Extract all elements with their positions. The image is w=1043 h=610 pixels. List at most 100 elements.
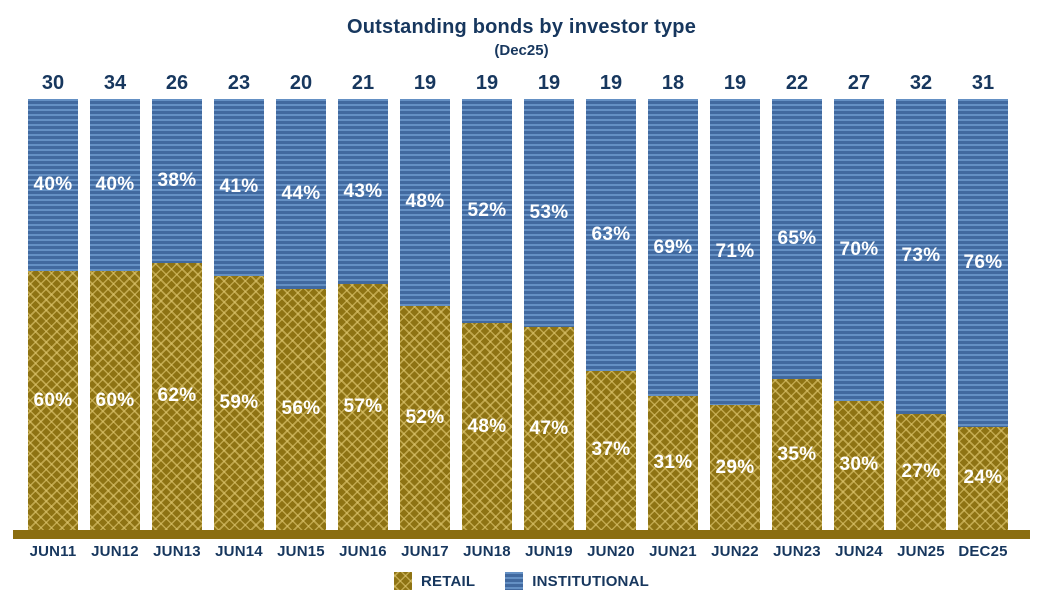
x-axis-label: JUN19 xyxy=(525,543,573,560)
institutional-segment: 71% xyxy=(710,99,760,405)
retail-segment: 35% xyxy=(772,379,822,530)
retail-segment: 37% xyxy=(586,370,636,530)
institutional-value-label: 38% xyxy=(157,169,197,191)
legend-item-retail: RETAIL xyxy=(393,572,476,590)
x-axis-label: JUN15 xyxy=(277,543,325,560)
legend-label-retail: RETAIL xyxy=(420,572,476,590)
total-label: 30 xyxy=(41,72,65,94)
legend: RETAIL INSTITUTIONAL xyxy=(0,572,1043,590)
chart-title: Outstanding bonds by investor type xyxy=(346,16,697,38)
retail-segment: 52% xyxy=(400,305,450,530)
retail-value-label: 48% xyxy=(467,415,507,437)
institutional-value-label: 48% xyxy=(405,191,445,213)
total-label: 32 xyxy=(909,72,933,94)
institutional-segment: 40% xyxy=(90,99,140,272)
total-label: 19 xyxy=(599,72,623,94)
retail-segment: 30% xyxy=(834,400,884,530)
bar-column: 23 41% 59% xyxy=(214,72,264,530)
retail-value-label: 60% xyxy=(95,389,135,411)
retail-segment: 27% xyxy=(896,413,946,530)
retail-segment: 47% xyxy=(524,327,574,530)
chart-subtitle: (Dec25) xyxy=(494,42,549,59)
retail-segment: 59% xyxy=(214,275,264,530)
retail-value-label: 52% xyxy=(405,406,445,428)
bar-column: 19 48% 52% xyxy=(400,72,450,530)
legend-label-institutional: INSTITUTIONAL xyxy=(532,572,649,590)
institutional-segment: 41% xyxy=(214,99,264,276)
institutional-value-label: 44% xyxy=(281,182,321,204)
legend-item-institutional: INSTITUTIONAL xyxy=(505,572,649,590)
x-axis-labels: JUN11 JUN12 JUN13 JUN14 JUN15 JUN16 JUN17 JUN18… xyxy=(13,543,1030,563)
total-label: 19 xyxy=(413,72,437,94)
bar-column: 20 44% 56% xyxy=(276,72,326,530)
institutional-value-label: 63% xyxy=(591,223,631,245)
institutional-segment: 52% xyxy=(462,99,512,324)
x-axis-label: DEC25 xyxy=(958,543,1008,560)
x-axis-label: JUN20 xyxy=(587,543,635,560)
institutional-segment: 40% xyxy=(28,99,78,272)
institutional-segment: 70% xyxy=(834,99,884,401)
institutional-value-label: 41% xyxy=(219,176,259,198)
retail-segment: 48% xyxy=(462,323,512,530)
bar-column: 21 43% 57% xyxy=(338,72,388,530)
institutional-value-label: 43% xyxy=(343,180,383,202)
x-axis-label: JUN12 xyxy=(91,543,139,560)
plot-area: 30 40% 60% 34 40% 60% 26 38% 62% 23 41% 59% 20 44% 56%… xyxy=(13,72,1030,539)
retail-value-label: 30% xyxy=(839,454,879,476)
bar-column: 19 71% 29% xyxy=(710,72,760,530)
x-axis-label: JUN16 xyxy=(339,543,387,560)
retail-value-label: 62% xyxy=(157,385,197,407)
total-label: 19 xyxy=(723,72,747,94)
total-label: 31 xyxy=(971,72,995,94)
retail-segment: 56% xyxy=(276,288,326,530)
retail-value-label: 60% xyxy=(33,389,73,411)
retail-segment: 29% xyxy=(710,405,760,530)
institutional-segment: 53% xyxy=(524,99,574,328)
retail-segment: 31% xyxy=(648,396,698,530)
bar-column: 32 73% 27% xyxy=(896,72,946,530)
institutional-swatch-icon xyxy=(505,572,524,590)
institutional-value-label: 73% xyxy=(901,245,941,267)
institutional-value-label: 76% xyxy=(963,251,1003,273)
bar-column: 30 40% 60% xyxy=(28,72,78,530)
retail-value-label: 37% xyxy=(591,439,631,461)
retail-value-label: 27% xyxy=(901,460,941,482)
bar-column: 34 40% 60% xyxy=(90,72,140,530)
total-label: 23 xyxy=(227,72,251,94)
retail-segment: 62% xyxy=(152,262,202,530)
institutional-value-label: 40% xyxy=(33,174,73,196)
institutional-segment: 73% xyxy=(896,99,946,414)
total-label: 19 xyxy=(475,72,499,94)
institutional-value-label: 71% xyxy=(715,241,755,262)
total-label: 26 xyxy=(165,72,189,94)
institutional-segment: 48% xyxy=(400,99,450,306)
institutional-value-label: 53% xyxy=(529,202,569,224)
retail-value-label: 31% xyxy=(653,452,693,474)
x-axis-label: JUN17 xyxy=(401,543,449,560)
institutional-segment: 63% xyxy=(586,99,636,371)
total-label: 21 xyxy=(351,72,375,94)
retail-value-label: 59% xyxy=(219,391,259,413)
retail-value-label: 29% xyxy=(715,456,755,478)
institutional-value-label: 70% xyxy=(839,238,879,260)
x-axis-label: JUN22 xyxy=(711,543,759,560)
bar-column: 19 53% 47% xyxy=(524,72,574,530)
x-axis-label: JUN25 xyxy=(897,543,945,560)
bar-column: 18 69% 31% xyxy=(648,72,698,530)
institutional-segment: 38% xyxy=(152,99,202,263)
bar-column: 19 63% 37% xyxy=(586,72,636,530)
institutional-segment: 65% xyxy=(772,99,822,380)
bar-column: 22 65% 35% xyxy=(772,72,822,530)
total-label: 18 xyxy=(661,72,685,94)
x-axis-line xyxy=(13,530,1030,539)
institutional-value-label: 65% xyxy=(777,228,817,250)
x-axis-label: JUN11 xyxy=(29,543,77,560)
x-axis-label: JUN13 xyxy=(153,543,201,560)
institutional-segment: 76% xyxy=(958,99,1008,427)
retail-swatch-icon xyxy=(393,572,412,590)
bar-column: 19 52% 48% xyxy=(462,72,512,530)
institutional-value-label: 40% xyxy=(95,174,135,196)
institutional-segment: 44% xyxy=(276,99,326,289)
retail-value-label: 56% xyxy=(281,398,321,420)
